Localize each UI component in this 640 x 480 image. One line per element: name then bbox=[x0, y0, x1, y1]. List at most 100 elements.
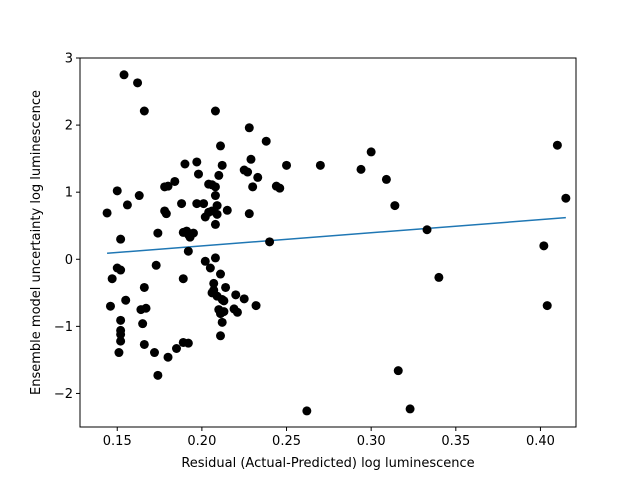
data-point bbox=[239, 294, 249, 304]
x-tick-label: 0.15 bbox=[103, 434, 132, 449]
y-tick-label: 1 bbox=[65, 186, 73, 201]
data-point bbox=[163, 352, 173, 362]
data-point bbox=[405, 404, 415, 414]
data-point bbox=[282, 160, 292, 170]
data-point bbox=[183, 338, 193, 348]
data-point bbox=[105, 301, 115, 311]
data-point bbox=[119, 70, 129, 80]
data-point bbox=[381, 174, 391, 184]
data-point bbox=[192, 157, 202, 167]
data-point bbox=[133, 78, 143, 88]
x-axis-label: Residual (Actual-Predicted) log luminesc… bbox=[181, 456, 474, 471]
data-point bbox=[231, 290, 241, 300]
data-point bbox=[199, 199, 209, 209]
data-point bbox=[561, 193, 571, 203]
data-point bbox=[153, 228, 163, 238]
data-point bbox=[171, 344, 181, 354]
data-point bbox=[217, 160, 227, 170]
data-point bbox=[149, 348, 159, 358]
data-point bbox=[188, 228, 198, 238]
data-point bbox=[222, 205, 232, 215]
data-point bbox=[393, 366, 403, 376]
y-tick-label: 3 bbox=[65, 52, 73, 67]
data-point bbox=[390, 201, 400, 211]
data-point bbox=[221, 282, 231, 292]
data-point bbox=[178, 274, 188, 284]
data-point bbox=[216, 331, 226, 341]
data-point bbox=[315, 160, 325, 170]
data-point bbox=[210, 106, 220, 116]
y-axis-label: Ensemble model uncertainty log luminesce… bbox=[29, 90, 44, 395]
data-point bbox=[217, 317, 227, 327]
data-point bbox=[210, 191, 220, 201]
data-point bbox=[200, 256, 210, 266]
data-point bbox=[248, 182, 258, 192]
data-point bbox=[244, 123, 254, 133]
data-point bbox=[539, 241, 549, 251]
data-point bbox=[114, 348, 124, 358]
data-point bbox=[116, 234, 126, 244]
data-point bbox=[212, 209, 222, 219]
y-tick-label: −2 bbox=[54, 387, 73, 402]
data-point bbox=[139, 106, 149, 116]
data-point bbox=[265, 237, 275, 247]
data-point bbox=[210, 219, 220, 229]
data-point bbox=[177, 199, 187, 209]
data-point bbox=[141, 303, 151, 313]
data-point bbox=[253, 172, 263, 182]
data-point bbox=[139, 282, 149, 292]
data-point bbox=[552, 140, 562, 150]
y-tick-label: 0 bbox=[65, 253, 73, 268]
plot-area-frame bbox=[79, 57, 577, 428]
data-point bbox=[160, 182, 170, 192]
y-tick-label: −1 bbox=[54, 320, 73, 335]
y-tick-label: 2 bbox=[65, 119, 73, 134]
data-point bbox=[356, 164, 366, 174]
data-point bbox=[205, 263, 215, 273]
data-point bbox=[209, 278, 219, 288]
data-point bbox=[434, 272, 444, 282]
data-point bbox=[153, 370, 163, 380]
data-point bbox=[244, 209, 254, 219]
data-point bbox=[107, 274, 117, 284]
data-point bbox=[422, 225, 432, 235]
data-point bbox=[192, 199, 202, 209]
data-point bbox=[138, 319, 148, 329]
x-tick-label: 0.35 bbox=[441, 434, 470, 449]
data-point bbox=[366, 147, 376, 157]
data-point bbox=[122, 200, 132, 210]
data-point bbox=[180, 159, 190, 169]
x-tick-label: 0.20 bbox=[187, 434, 216, 449]
data-point bbox=[183, 246, 193, 256]
data-point bbox=[216, 141, 226, 151]
data-point bbox=[151, 260, 161, 270]
data-point bbox=[116, 315, 126, 325]
trend-line bbox=[107, 216, 566, 254]
data-point bbox=[246, 154, 256, 164]
data-point bbox=[116, 265, 126, 275]
data-point bbox=[139, 339, 149, 349]
data-point bbox=[112, 186, 122, 196]
x-tick-label: 0.40 bbox=[526, 434, 555, 449]
data-point bbox=[216, 269, 226, 279]
data-point bbox=[542, 301, 552, 311]
data-point bbox=[219, 296, 229, 306]
data-point bbox=[261, 136, 271, 146]
data-point bbox=[243, 167, 253, 177]
x-tick-label: 0.30 bbox=[357, 434, 386, 449]
data-point bbox=[214, 170, 224, 180]
data-point bbox=[116, 336, 126, 346]
data-point bbox=[200, 212, 210, 222]
data-point bbox=[210, 253, 220, 263]
data-point bbox=[275, 183, 285, 193]
data-point bbox=[193, 169, 203, 179]
data-point bbox=[251, 301, 261, 311]
data-point bbox=[232, 307, 242, 317]
data-point bbox=[161, 209, 171, 219]
data-point bbox=[210, 182, 220, 192]
data-point bbox=[121, 295, 131, 305]
data-point bbox=[134, 191, 144, 201]
data-point bbox=[219, 307, 229, 317]
data-point bbox=[102, 208, 112, 218]
